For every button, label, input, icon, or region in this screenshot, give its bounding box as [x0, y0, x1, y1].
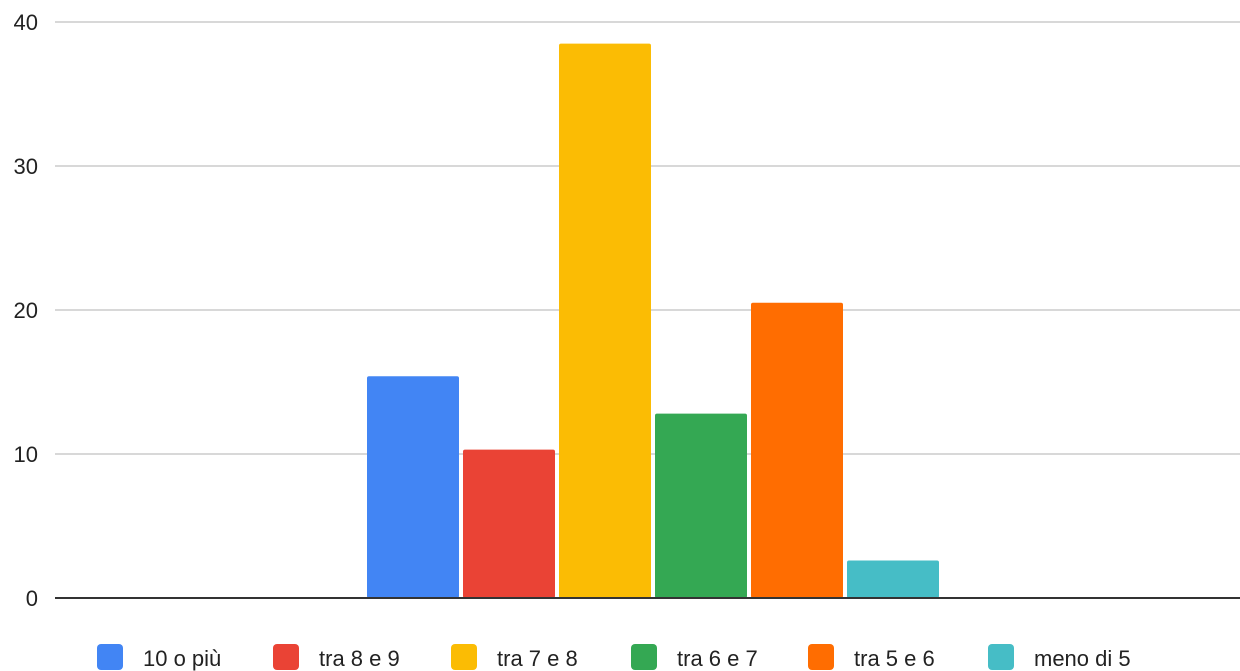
legend-item: tra 8 e 9: [273, 644, 400, 671]
legend-label: tra 6 e 7: [677, 646, 758, 671]
legend-label: tra 5 e 6: [854, 646, 935, 671]
legend-label: tra 8 e 9: [319, 646, 400, 671]
legend-item: 10 o più: [97, 644, 221, 671]
y-tick-label: 20: [14, 298, 38, 323]
bar-10-o-più: [367, 376, 459, 598]
bar-tra-8-e-9: [463, 449, 555, 598]
y-tick-label: 0: [26, 586, 38, 611]
legend-label: 10 o più: [143, 646, 221, 671]
legend-label: meno di 5: [1034, 646, 1131, 671]
legend-item: tra 6 e 7: [631, 644, 758, 671]
y-tick-label: 10: [14, 442, 38, 467]
legend-item: tra 5 e 6: [808, 644, 935, 671]
bars: [367, 43, 939, 599]
y-tick-label: 40: [14, 10, 38, 35]
bar-tra-5-e-6: [751, 302, 843, 598]
bar-meno-di-5: [847, 560, 939, 598]
y-axis-ticks: 0 10 20 30 40: [14, 10, 38, 611]
legend-item: meno di 5: [988, 644, 1131, 671]
legend-swatch: [97, 644, 123, 670]
legend-swatch: [273, 644, 299, 670]
legend-label: tra 7 e 8: [497, 646, 578, 671]
legend-swatch: [451, 644, 477, 670]
bar-tra-7-e-8: [559, 43, 651, 599]
bar-tra-6-e-7: [655, 413, 747, 598]
legend-item: tra 7 e 8: [451, 644, 578, 671]
legend: 10 o più tra 8 e 9 tra 7 e 8 tra 6 e 7 tra 5…: [97, 644, 1131, 671]
legend-swatch: [631, 644, 657, 670]
legend-swatch: [808, 644, 834, 670]
y-tick-label: 30: [14, 154, 38, 179]
legend-swatch: [988, 644, 1014, 670]
